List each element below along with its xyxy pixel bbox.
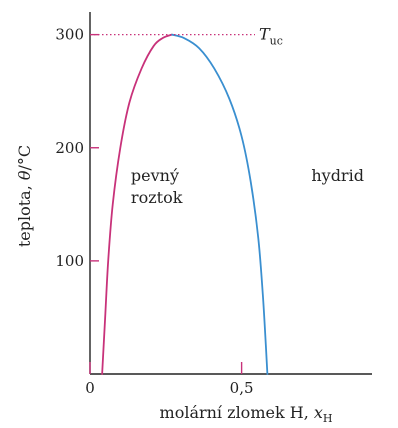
annotation-0-line-0: pevný	[131, 166, 179, 185]
series-line-0	[101, 33, 173, 375]
annotation-0: pevný roztok	[131, 166, 183, 207]
annotation-1: hydrid	[311, 166, 364, 185]
critical-temperature-label: Tuc	[259, 25, 283, 48]
x-tick-label-1: 0,5	[230, 379, 254, 397]
y-axis-title: teplota, θ/°C	[15, 145, 34, 247]
x-axis-title-sub: H	[323, 412, 333, 425]
annotation-0-line-1: roztok	[131, 188, 183, 207]
series-line-1	[170, 33, 269, 375]
critical-temperature-sub: uc	[270, 35, 283, 48]
y-tick-label-200: 200	[55, 139, 84, 157]
critical-temperature-var: T	[259, 25, 271, 44]
x-tick-label-0: 0	[85, 379, 95, 397]
y-axis-title-main: teplota,	[15, 180, 34, 247]
x-axis-title-main: molární zlomek H,	[160, 403, 314, 422]
y-axis-title-unit: /°C	[15, 145, 34, 171]
critical-point-layer: Tuc	[90, 25, 283, 48]
annotation-layer: pevný roztok hydrid	[131, 166, 364, 207]
x-axis-title-var: x	[314, 403, 323, 422]
y-tick-label-100: 100	[55, 252, 84, 270]
y-ticks: 100 200 300	[55, 26, 99, 270]
y-axis-title-var: θ	[15, 170, 34, 180]
x-ticks: 0 0,5	[85, 362, 254, 397]
annotation-1-line-0: hydrid	[311, 166, 364, 185]
y-tick-label-300: 300	[55, 26, 84, 44]
series-layer	[101, 33, 269, 375]
x-axis-title: molární zlomek H, xH	[160, 403, 333, 425]
